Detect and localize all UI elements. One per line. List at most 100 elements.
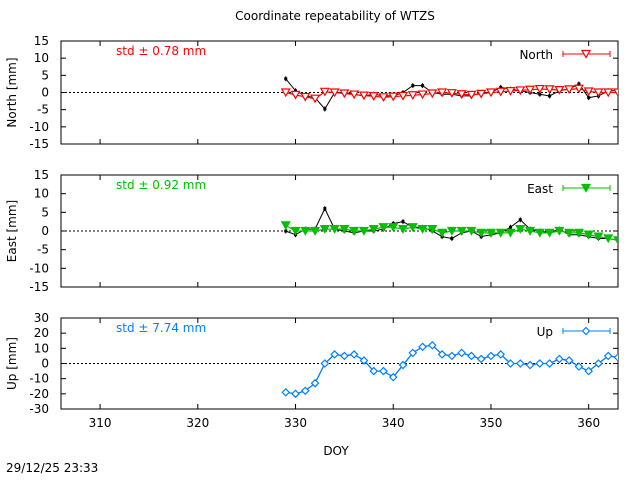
north-legend-label: North [519,48,553,62]
north-y-tick-label: -10 [29,120,49,134]
north-model-point [544,85,555,95]
up-y-tick-label: 20 [34,326,49,340]
timestamp: 29/12/25 23:33 [6,461,99,475]
east-model-point [319,225,330,234]
east-y-tick-label: -15 [29,280,49,294]
north-model-point [310,94,321,104]
east-model-point [339,225,350,234]
east-raw-point [518,218,522,222]
x-tick-label: 360 [577,416,600,430]
up-model-point [584,366,594,376]
up-model-point [369,366,379,376]
up-y-tick-label: 10 [34,341,49,355]
east-model-point [358,226,369,236]
east-model-point [466,226,477,236]
east-model-point [290,226,301,236]
north-raw-point [323,107,327,111]
north-legend-marker [580,49,592,59]
east-y-tick-label: 10 [34,187,49,201]
east-y-tick-label: -5 [37,243,49,257]
up-model-point [574,362,584,371]
up-model-point [496,350,506,359]
north-model-point [397,91,409,101]
east-y-axis-label: East [mm] [5,200,19,262]
north-y-tick-label: 0 [41,86,49,100]
north-model-point [368,92,379,101]
up-model-point [437,350,447,359]
x-tick-label: 310 [89,416,112,430]
up-y-axis-label: Up [mm] [5,337,19,390]
x-axis-label: DOY [323,444,349,458]
north-model-point [593,88,604,98]
east-model-point [456,226,467,236]
east-model-point [603,234,614,244]
north-y-tick-label: 5 [41,68,49,82]
east-model-point [349,226,360,236]
up-model-point [398,360,408,370]
east-raw-point [401,220,405,224]
east-model-point [593,232,604,242]
up-model-point [594,359,603,368]
east-legend-marker [580,183,592,193]
north-model-point [417,90,428,100]
north-y-tick-label: -15 [29,137,49,151]
north-model-point [476,89,487,99]
north-raw-point [577,82,581,86]
east-model-point [378,223,389,232]
up-y-tick-label: -20 [29,387,49,401]
up-model-point [457,348,466,358]
north-y-tick-label: 10 [34,51,49,65]
east-series [280,206,618,246]
north-model-point [525,85,536,95]
east-y-tick-label: 5 [41,205,49,219]
up-model-point [281,387,291,397]
north-y-tick-label: 15 [34,34,49,48]
east-model-point [554,226,565,236]
east-model-point [515,225,526,234]
up-model-point [525,360,535,370]
north-model-point [349,90,360,100]
north-model-point [378,93,389,103]
east-raw-point [284,229,288,233]
north-raw-point [284,77,288,81]
north-model-point [388,92,399,102]
x-tick-label: 350 [480,416,503,430]
east-model-point [329,225,340,234]
up-model-point [506,359,515,368]
up-model-point [486,351,496,361]
north-model-point [564,85,575,95]
up-y-tick-label: 30 [34,311,49,325]
up-model-point [291,389,300,399]
north-model-point [437,88,448,98]
north-model-point [466,90,477,100]
up-model-point [379,366,388,376]
north-model-point [280,88,291,98]
up-legend-label: Up [537,325,553,339]
east-model-point [280,221,291,231]
north-model-point [485,88,496,98]
east-model-point [407,223,418,232]
up-model-point [467,351,476,361]
north-raw-point [499,85,503,89]
east-model-point [300,226,311,236]
up-model-point [418,342,427,352]
east-model-point [388,223,399,232]
north-model-point [319,87,330,97]
east-model-point [534,228,545,238]
up-model-point [300,386,310,396]
north-raw-point [421,84,425,88]
x-tick-label: 320 [186,416,209,430]
east-raw-point [323,207,327,211]
east-model-point [612,236,618,246]
east-model-point [573,228,584,238]
east-model-point [446,226,457,236]
east-model-point [417,225,428,234]
north-raw-point [411,84,415,88]
up-model-point [555,354,564,364]
east-model-point [564,228,575,238]
up-std-annotation: std ± 7.74 mm [116,321,206,335]
east-model-point [476,228,487,238]
up-model-point [330,350,339,359]
